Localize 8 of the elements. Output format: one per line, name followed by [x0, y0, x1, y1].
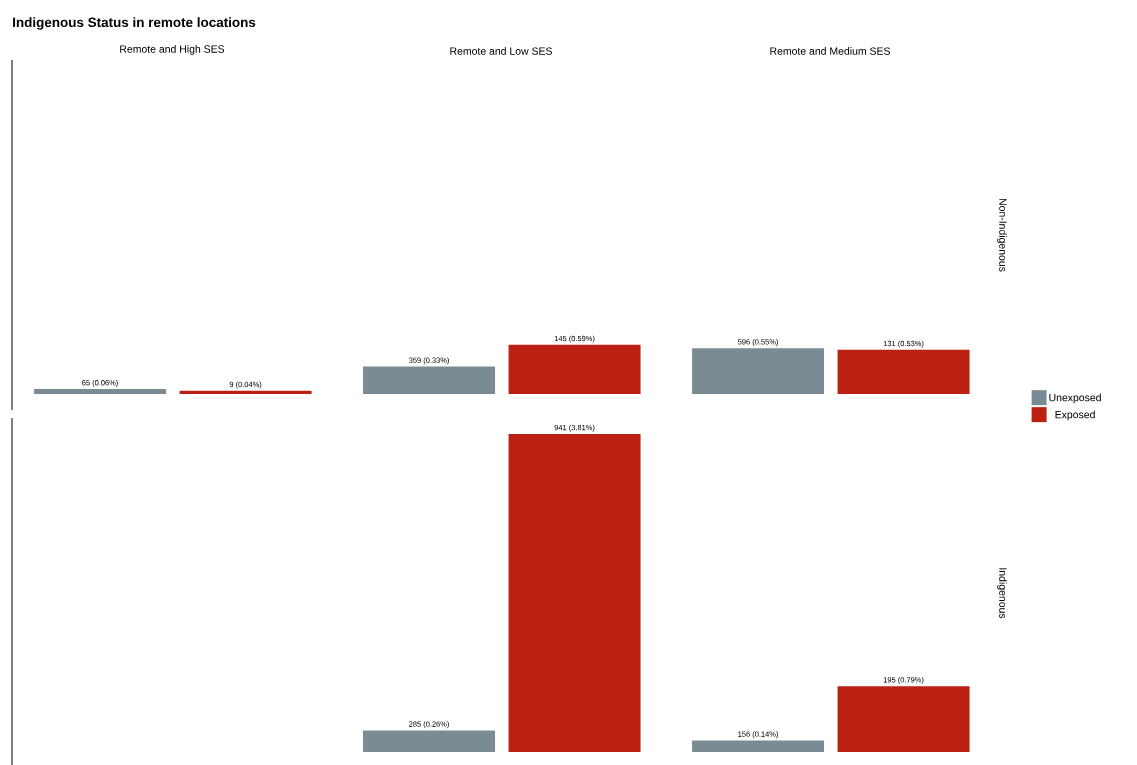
- y2-axis-title: Indigenous: [997, 568, 1007, 619]
- chart-title: Indigenous Status in remote locations: [13, 17, 256, 30]
- chart-subtitle: Remote and Low SES: [450, 47, 552, 55]
- y2-axis-title: Non-Indigenous: [997, 198, 1007, 272]
- chart-subtitle: Remote and Medium SES: [770, 47, 890, 55]
- chart-subtitle: Remote and High SES: [120, 45, 225, 55]
- legend-label: Unexposed: [1049, 393, 1101, 404]
- legend-label: Exposed: [1055, 410, 1095, 421]
